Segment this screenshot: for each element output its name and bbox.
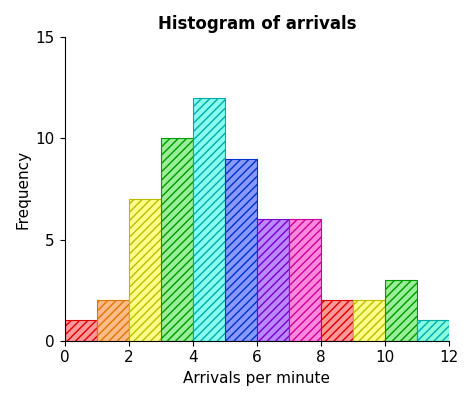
Title: Histogram of arrivals: Histogram of arrivals (158, 15, 356, 33)
Bar (417, 320, 449, 341)
X-axis label: Arrivals per minute: Arrivals per minute (183, 371, 330, 386)
Bar (385, 280, 417, 341)
Bar (225, 159, 257, 341)
Bar (257, 219, 289, 341)
Bar (353, 300, 385, 341)
Bar (193, 98, 225, 341)
Y-axis label: Frequency: Frequency (15, 150, 30, 229)
Bar (321, 300, 353, 341)
Bar (161, 138, 193, 341)
Bar (128, 199, 161, 341)
Bar (289, 219, 321, 341)
Bar (64, 320, 97, 341)
Bar (97, 300, 128, 341)
